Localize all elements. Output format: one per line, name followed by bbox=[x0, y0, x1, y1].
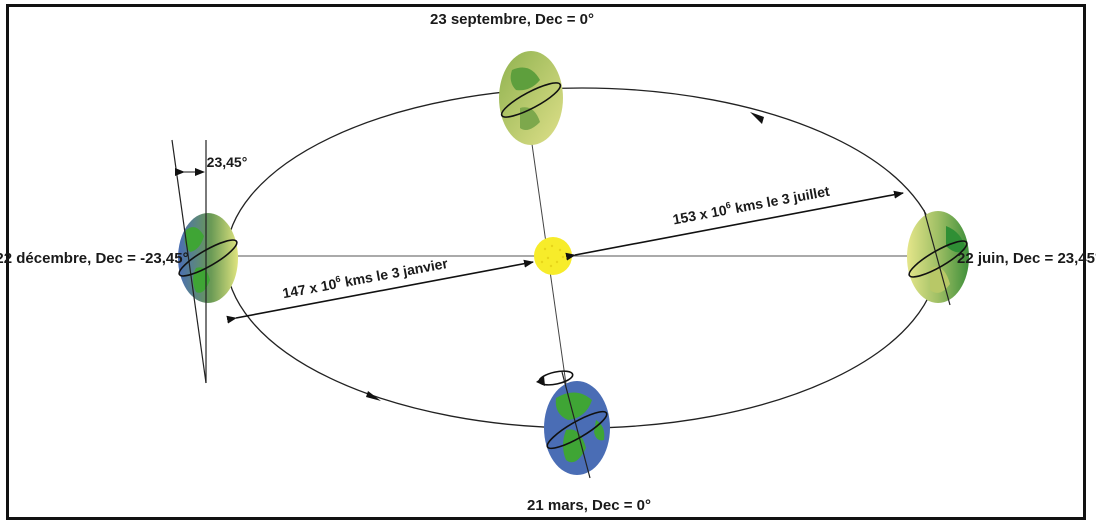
earth-march bbox=[544, 371, 610, 479]
label-september: 23 septembre, Dec = 0° bbox=[430, 11, 594, 28]
orbit-direction-arrow-bottom bbox=[366, 391, 381, 401]
orbit-ellipse bbox=[225, 87, 939, 429]
perihelion-distance-arrow bbox=[226, 259, 534, 324]
earth-december bbox=[171, 139, 238, 384]
rotation-arrow-icon bbox=[536, 370, 574, 386]
label-march: 21 mars, Dec = 0° bbox=[527, 497, 651, 514]
earth-september bbox=[499, 51, 563, 145]
sun-icon bbox=[534, 237, 572, 275]
orbit-direction-arrow-top bbox=[750, 112, 764, 124]
label-december: 22 décembre, Dec = -23,45° bbox=[0, 250, 189, 267]
label-aphelion-distance: 153 x 106 kms le 3 juillet bbox=[671, 182, 831, 228]
label-tilt-angle: 23,45° bbox=[207, 154, 248, 170]
label-june: 22 juin, Dec = 23,45° bbox=[957, 250, 1096, 267]
sun-texture bbox=[540, 244, 565, 268]
aphelion-distance-arrow bbox=[565, 190, 904, 261]
earth-june bbox=[907, 209, 969, 306]
